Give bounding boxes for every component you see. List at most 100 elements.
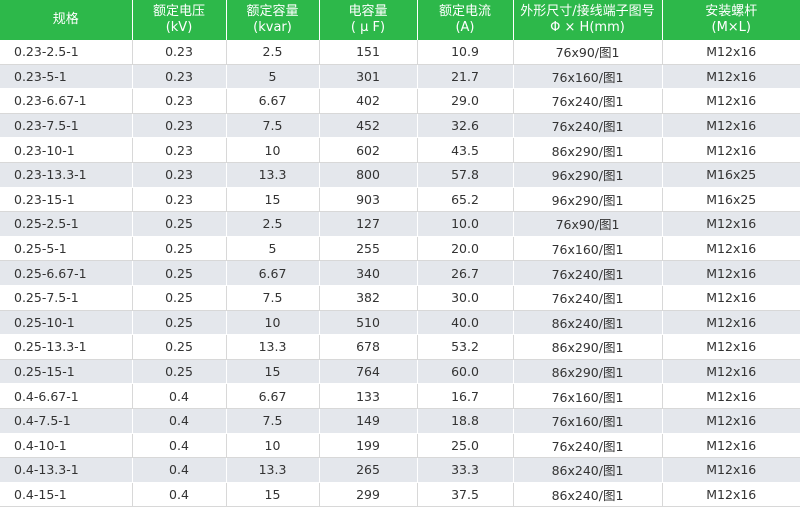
- cell-rated-voltage: 0.25: [132, 310, 227, 336]
- cell-rated-current: 43.5: [417, 137, 514, 163]
- table-row: 0.23-13.3-1 0.23 13.3 800 57.8 96x290/图1 M16x2…: [0, 162, 800, 188]
- cell-spec: 0.4-15-1: [0, 482, 133, 507]
- cell-dimensions: 76x90/图1: [513, 211, 663, 237]
- cell-rated-capacity: 15: [226, 187, 320, 213]
- cell-capacitance: 382: [319, 285, 418, 311]
- cell-rated-current: 33.3: [417, 457, 514, 483]
- cell-rated-current: 40.0: [417, 310, 514, 336]
- cell-rated-capacity: 10: [226, 310, 320, 336]
- cell-spec: 0.4-10-1: [0, 433, 133, 459]
- cell-rated-current: 65.2: [417, 187, 514, 213]
- cell-dimensions: 96x290/图1: [513, 187, 663, 213]
- cell-capacitance: 602: [319, 137, 418, 163]
- cell-mounting-bolt: M12x16: [662, 285, 800, 311]
- cell-rated-voltage: 0.23: [132, 187, 227, 213]
- cell-rated-capacity: 6.67: [226, 260, 320, 286]
- header-rated-current: 额定电流 (A): [417, 0, 514, 40]
- cell-rated-voltage: 0.25: [132, 334, 227, 360]
- table-row: 0.23-7.5-1 0.23 7.5 452 32.6 76x240/图1 M12x16: [0, 113, 800, 139]
- cell-rated-voltage: 0.23: [132, 64, 227, 90]
- table-row: 0.25-10-1 0.25 10 510 40.0 86x240/图1 M12x16: [0, 310, 800, 336]
- cell-rated-current: 57.8: [417, 162, 514, 188]
- table-row: 0.25-13.3-1 0.25 13.3 678 53.2 86x290/图1 M12x1…: [0, 334, 800, 360]
- cell-rated-capacity: 2.5: [226, 211, 320, 237]
- cell-rated-current: 21.7: [417, 64, 514, 90]
- cell-capacitance: 265: [319, 457, 418, 483]
- cell-rated-capacity: 13.3: [226, 162, 320, 188]
- cell-spec: 0.23-7.5-1: [0, 113, 133, 139]
- cell-dimensions: 96x290/图1: [513, 162, 663, 188]
- table-row: 0.25-15-1 0.25 15 764 60.0 86x290/图1 M12x16: [0, 359, 800, 385]
- cell-mounting-bolt: M12x16: [662, 260, 800, 286]
- cell-rated-voltage: 0.4: [132, 482, 227, 507]
- cell-capacitance: 151: [319, 40, 418, 65]
- cell-spec: 0.25-13.3-1: [0, 334, 133, 360]
- header-spec: 规格: [0, 0, 133, 40]
- cell-mounting-bolt: M12x16: [662, 433, 800, 459]
- cell-rated-voltage: 0.23: [132, 88, 227, 114]
- cell-spec: 0.25-5-1: [0, 236, 133, 262]
- cell-rated-capacity: 6.67: [226, 88, 320, 114]
- cell-mounting-bolt: M12x16: [662, 334, 800, 360]
- cell-mounting-bolt: M12x16: [662, 211, 800, 237]
- cell-spec: 0.23-13.3-1: [0, 162, 133, 188]
- table-row: 0.4-15-1 0.4 15 299 37.5 86x240/图1 M12x16: [0, 482, 800, 507]
- cell-rated-capacity: 5: [226, 64, 320, 90]
- cell-rated-capacity: 10: [226, 137, 320, 163]
- table-row: 0.23-10-1 0.23 10 602 43.5 86x290/图1 M12x16: [0, 137, 800, 163]
- cell-mounting-bolt: M12x16: [662, 359, 800, 385]
- table-row: 0.4-13.3-1 0.4 13.3 265 33.3 86x240/图1 M12x16: [0, 457, 800, 483]
- cell-rated-voltage: 0.25: [132, 236, 227, 262]
- cell-dimensions: 76x240/图1: [513, 433, 663, 459]
- cell-rated-capacity: 13.3: [226, 334, 320, 360]
- cell-mounting-bolt: M12x16: [662, 408, 800, 434]
- header-rated-capacity: 额定容量 (kvar): [226, 0, 320, 40]
- cell-capacitance: 678: [319, 334, 418, 360]
- cell-mounting-bolt: M12x16: [662, 40, 800, 65]
- cell-rated-capacity: 15: [226, 359, 320, 385]
- cell-rated-current: 32.6: [417, 113, 514, 139]
- table-row: 0.25-5-1 0.25 5 255 20.0 76x160/图1 M12x16: [0, 236, 800, 262]
- cell-rated-current: 25.0: [417, 433, 514, 459]
- cell-rated-current: 29.0: [417, 88, 514, 114]
- table-row: 0.25-7.5-1 0.25 7.5 382 30.0 76x240/图1 M12x16: [0, 285, 800, 311]
- cell-dimensions: 86x240/图1: [513, 310, 663, 336]
- cell-dimensions: 76x240/图1: [513, 88, 663, 114]
- cell-rated-current: 10.9: [417, 40, 514, 65]
- cell-mounting-bolt: M12x16: [662, 457, 800, 483]
- cell-capacitance: 903: [319, 187, 418, 213]
- cell-capacitance: 800: [319, 162, 418, 188]
- table-row: 0.4-10-1 0.4 10 199 25.0 76x240/图1 M12x16: [0, 433, 800, 459]
- cell-spec: 0.23-6.67-1: [0, 88, 133, 114]
- cell-spec: 0.25-10-1: [0, 310, 133, 336]
- cell-mounting-bolt: M12x16: [662, 137, 800, 163]
- cell-mounting-bolt: M12x16: [662, 310, 800, 336]
- cell-rated-voltage: 0.4: [132, 383, 227, 409]
- cell-dimensions: 76x240/图1: [513, 260, 663, 286]
- cell-rated-voltage: 0.25: [132, 211, 227, 237]
- cell-spec: 0.25-7.5-1: [0, 285, 133, 311]
- cell-capacitance: 149: [319, 408, 418, 434]
- cell-rated-voltage: 0.23: [132, 40, 227, 65]
- cell-spec: 0.23-2.5-1: [0, 40, 133, 65]
- cell-dimensions: 76x160/图1: [513, 383, 663, 409]
- cell-spec: 0.4-7.5-1: [0, 408, 133, 434]
- cell-rated-capacity: 6.67: [226, 383, 320, 409]
- cell-spec: 0.25-15-1: [0, 359, 133, 385]
- cell-rated-current: 16.7: [417, 383, 514, 409]
- table-row: 0.23-2.5-1 0.23 2.5 151 10.9 76x90/图1 M12x16: [0, 40, 800, 65]
- cell-mounting-bolt: M12x16: [662, 113, 800, 139]
- cell-dimensions: 86x240/图1: [513, 457, 663, 483]
- cell-dimensions: 76x160/图1: [513, 408, 663, 434]
- cell-rated-current: 37.5: [417, 482, 514, 507]
- cell-capacitance: 133: [319, 383, 418, 409]
- cell-dimensions: 76x240/图1: [513, 285, 663, 311]
- cell-dimensions: 76x90/图1: [513, 40, 663, 65]
- cell-dimensions: 76x160/图1: [513, 236, 663, 262]
- cell-spec: 0.4-6.67-1: [0, 383, 133, 409]
- cell-spec: 0.4-13.3-1: [0, 457, 133, 483]
- table-row: 0.4-6.67-1 0.4 6.67 133 16.7 76x160/图1 M12x16: [0, 383, 800, 409]
- cell-capacitance: 301: [319, 64, 418, 90]
- cell-capacitance: 299: [319, 482, 418, 507]
